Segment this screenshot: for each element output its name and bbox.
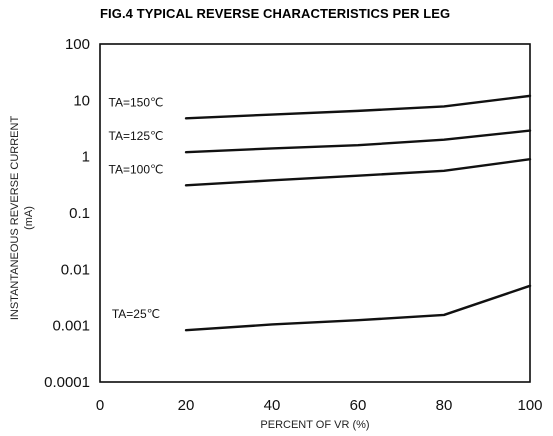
series-label-2: TA=100℃ bbox=[109, 162, 164, 176]
series-label-box-1 bbox=[101, 126, 181, 147]
x-tick-label-2: 40 bbox=[264, 397, 281, 414]
series-line-3 bbox=[184, 284, 532, 332]
series-line-2 bbox=[184, 158, 532, 187]
chart-title: FIG.4 TYPICAL REVERSE CHARACTERISTICS PE… bbox=[100, 6, 450, 21]
y-axis-label-line-1: INSTANTANEOUS REVERSE CURRENT bbox=[9, 116, 21, 321]
x-tick-label-3: 60 bbox=[350, 397, 367, 414]
series-label-0: TA=150℃ bbox=[109, 95, 164, 109]
x-axis-label: PERCENT OF VR (%) bbox=[260, 419, 369, 431]
y-tick-label-2: 0.01 bbox=[61, 261, 90, 278]
plot-border bbox=[99, 43, 531, 383]
y-tick-label-1: 0.001 bbox=[52, 318, 90, 335]
series-label-box-3 bbox=[101, 304, 181, 325]
x-tick-label-0: 0 bbox=[96, 397, 104, 414]
x-tick-label-5: 100 bbox=[517, 397, 542, 414]
series-label-1: TA=125℃ bbox=[109, 129, 164, 143]
y-tick-label-0: 0.0001 bbox=[44, 374, 90, 391]
series-line-0 bbox=[184, 94, 532, 120]
x-tick-label-1: 20 bbox=[178, 397, 195, 414]
y-tick-label-4: 1 bbox=[82, 149, 90, 166]
x-tick-label-4: 80 bbox=[436, 397, 453, 414]
series-layer bbox=[184, 94, 532, 332]
y-tick-label-5: 10 bbox=[73, 92, 90, 109]
axes-layer: 0 20 40 60 80 100 0.0001 0.001 0.01 0.1 1 10 100 PERC… bbox=[9, 36, 543, 431]
y-axis-label-line-2: (mA) bbox=[23, 206, 35, 230]
labels-layer: TA=150℃ TA=125℃ TA=100℃ TA=25℃ bbox=[101, 92, 181, 325]
series-line-1 bbox=[184, 129, 532, 154]
series-label-box-2 bbox=[101, 159, 181, 180]
y-tick-label-3: 0.1 bbox=[69, 205, 90, 222]
series-label-box-0 bbox=[101, 92, 181, 113]
y-tick-label-6: 100 bbox=[65, 36, 90, 53]
series-label-3: TA=25℃ bbox=[112, 307, 160, 321]
